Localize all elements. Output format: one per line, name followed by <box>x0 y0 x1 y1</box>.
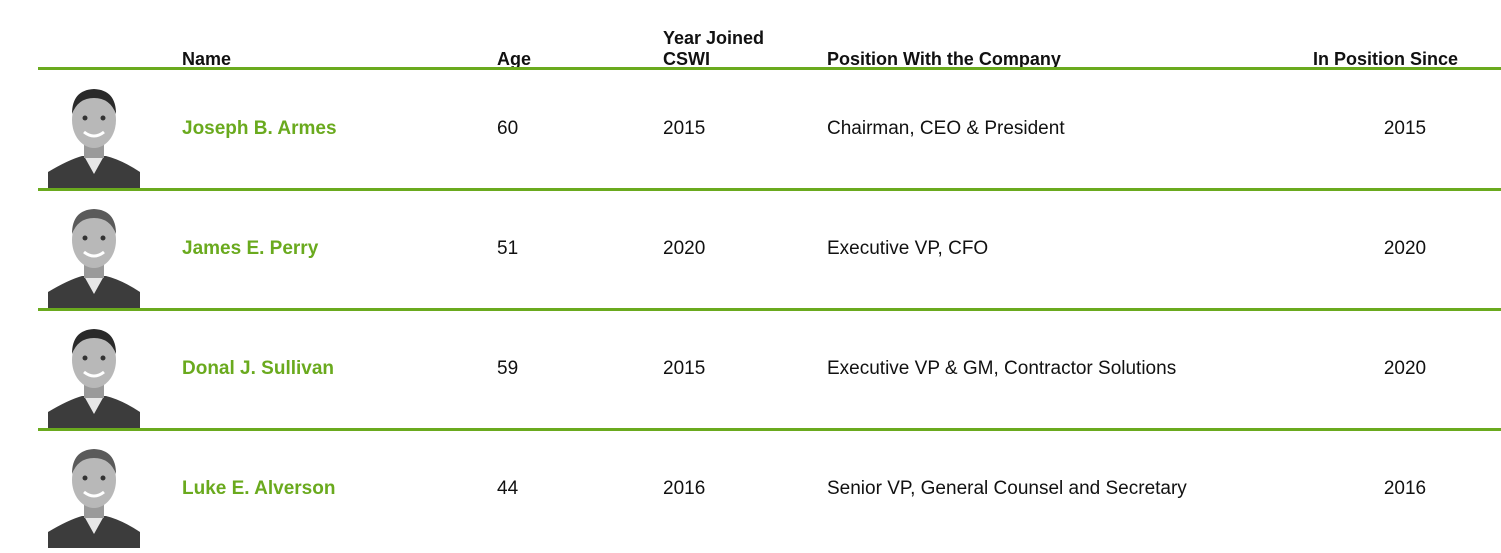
executive-name: James E. Perry <box>182 238 319 259</box>
column-header: Name <box>182 49 232 69</box>
table-cell: 59 <box>497 358 519 379</box>
table-cell: 2016 <box>1383 478 1427 499</box>
portrait <box>48 436 140 548</box>
table-cell: 2016 <box>663 478 706 499</box>
executive-name: Joseph B. Armes <box>182 118 337 139</box>
executive-name: Donal J. Sullivan <box>182 358 335 379</box>
table-cell: Senior VP, General Counsel and Secretary <box>827 478 1187 499</box>
table-cell: 2015 <box>1383 118 1427 139</box>
table-cell: 44 <box>497 478 519 499</box>
portrait <box>48 196 140 308</box>
table-cell: 2020 <box>663 238 706 259</box>
row-rule <box>38 428 1501 431</box>
executive-name: Luke E. Alverson <box>182 478 336 499</box>
row-rule <box>38 308 1501 311</box>
table-cell: 2020 <box>1383 238 1427 259</box>
table-cell: 51 <box>497 238 519 259</box>
table-cell: 2015 <box>663 358 706 379</box>
column-header: Year Joined CSWI <box>663 28 765 69</box>
table-cell: Executive VP & GM, Contractor Solutions <box>827 358 1177 379</box>
page: Name Age Year Joined CSWI Position With the… <box>38 28 1501 548</box>
portrait <box>48 76 140 188</box>
table-cell: 60 <box>497 118 519 139</box>
column-header: Position With the Company <box>827 49 1061 69</box>
table-cell: 2020 <box>1383 358 1427 379</box>
table-cell: 2015 <box>663 118 706 139</box>
table-cell: Executive VP, CFO <box>827 238 989 259</box>
column-header: Age <box>497 49 532 69</box>
portrait <box>48 316 140 428</box>
row-rule <box>38 188 1501 191</box>
table-cell: Chairman, CEO & President <box>827 118 1065 139</box>
header-rule <box>38 67 1501 70</box>
column-header: In Position Since <box>1313 49 1459 69</box>
